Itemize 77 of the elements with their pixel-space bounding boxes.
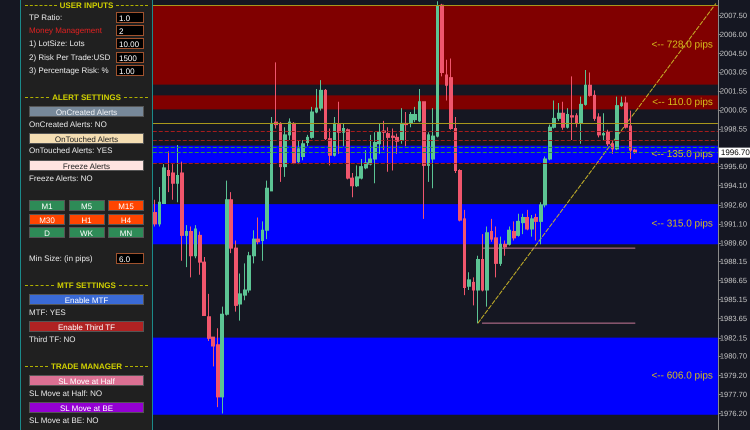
candlestick <box>153 199 157 227</box>
button: OnTouched Alerts <box>29 133 144 144</box>
text: ALERT SETTINGS <box>51 92 122 103</box>
candlestick <box>472 276 475 306</box>
candlestick <box>530 214 534 238</box>
candlestick <box>507 226 511 246</box>
candlestick <box>400 108 404 144</box>
candlestick <box>476 255 480 324</box>
candlestick <box>440 3 444 77</box>
candlestick <box>337 101 341 154</box>
candlestick <box>481 234 484 292</box>
candlestick <box>602 112 605 140</box>
candlestick <box>319 80 323 112</box>
ref-line-label: 1996.70 <box>720 148 750 158</box>
text-field: 2 <box>116 25 144 36</box>
text: Third TF: NO <box>29 334 76 345</box>
button: WK <box>68 227 104 238</box>
candlestick <box>570 76 574 140</box>
text-field: 1500 <box>116 52 144 63</box>
candlestick <box>185 224 188 268</box>
button: M15 <box>108 200 144 211</box>
text-field: 1.0 <box>116 12 144 23</box>
text: Min Size: (in pips) <box>29 253 93 264</box>
candlestick <box>404 111 408 147</box>
text: SL Move at BE: NO <box>29 415 99 426</box>
candlestick <box>194 224 197 259</box>
text: Freeze Alerts: NO <box>29 173 93 184</box>
candlestick <box>409 111 413 128</box>
band-label: <-- 110.0 pips <box>652 96 713 108</box>
button: MN <box>108 227 144 238</box>
band-label: <-- 728.0 pips <box>651 39 713 50</box>
button: SL Move at BE <box>29 402 144 413</box>
candlestick <box>422 101 426 220</box>
candlestick <box>176 144 179 203</box>
candlestick <box>342 122 345 147</box>
button: M5 <box>68 200 104 211</box>
candlestick <box>180 161 184 262</box>
button: M1 <box>29 200 65 211</box>
candlestick <box>467 272 471 291</box>
text: TRADE MANAGER <box>50 361 124 372</box>
text-field: 1.00 <box>116 65 144 76</box>
button: H1 <box>68 214 104 225</box>
text-field: 10.00 <box>116 38 144 49</box>
button: Enable MTF <box>29 294 144 305</box>
text: 3) Percentage Risk: % <box>29 65 109 76</box>
candlestick <box>525 209 529 231</box>
candlestick <box>256 217 260 245</box>
candlestick <box>566 108 569 129</box>
text-field: 6.0 <box>116 253 144 264</box>
candlestick <box>561 101 565 130</box>
text: SL Move at Half: NO <box>29 388 102 399</box>
text: MTF: YES <box>29 307 66 318</box>
candlestick <box>534 213 538 241</box>
button: M30 <box>29 214 65 225</box>
text: MTF SETTINGS <box>56 280 117 291</box>
text: USER INPUTS <box>58 0 114 11</box>
text: Money Management <box>29 25 102 36</box>
candlestick <box>499 236 502 266</box>
button: D <box>29 227 65 238</box>
button: Freeze Alerts <box>29 160 144 171</box>
band-label: <-- 315.0 pips <box>651 218 713 230</box>
candlestick <box>301 139 305 161</box>
text: OnCreated Alerts: NO <box>29 119 107 130</box>
text: TP Ratio: <box>29 12 62 23</box>
candlestick <box>189 226 193 278</box>
candlestick <box>503 240 507 256</box>
band-label: <-- 606.0 pips <box>651 370 713 382</box>
candlestick <box>485 226 489 308</box>
text: 2) Risk Per Trade:USD <box>29 52 110 63</box>
text: OnTouched Alerts: YES <box>29 145 112 156</box>
button: SL Move at Half <box>29 375 144 386</box>
candlestick <box>512 220 516 241</box>
button: Enable Third TF <box>29 321 144 332</box>
button: OnCreated Alerts <box>29 106 144 117</box>
button: H4 <box>108 214 144 225</box>
candlestick <box>615 96 619 151</box>
text: 1) LotSize: Lots <box>29 38 85 49</box>
